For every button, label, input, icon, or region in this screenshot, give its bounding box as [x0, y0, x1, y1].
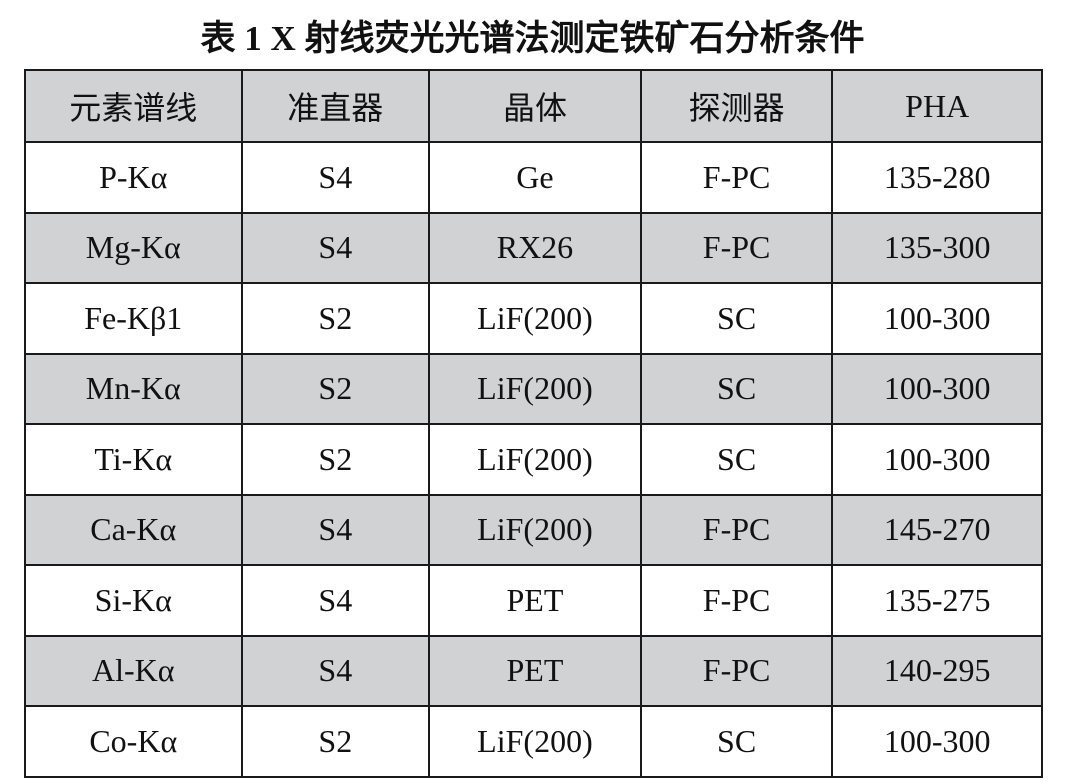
table-row: Co-Kα S2 LiF(200) SC 100-300	[24, 705, 1043, 778]
table-row: Fe-Kβ1 S2 LiF(200) SC 100-300	[24, 282, 1043, 355]
table-row: Si-Kα S4 PET F-PC 135-275	[24, 564, 1043, 637]
header-cell: 准直器	[240, 69, 431, 143]
table-cell: Mn-Kα	[24, 352, 243, 425]
table-cell: S2	[240, 423, 431, 496]
table-cell: LiF(200)	[428, 282, 642, 355]
table-cell: 100-300	[831, 423, 1043, 496]
table-cell: F-PC	[639, 211, 834, 284]
table-cell: 135-280	[831, 141, 1043, 214]
table-cell: Ti-Kα	[24, 423, 243, 496]
table-cell: LiF(200)	[428, 352, 642, 425]
table-row: Al-Kα S4 PET F-PC 140-295	[24, 634, 1043, 707]
table-cell: LiF(200)	[428, 705, 642, 778]
table-cell: S2	[240, 705, 431, 778]
table-row: Ti-Kα S2 LiF(200) SC 100-300	[24, 423, 1043, 496]
table-cell: S4	[240, 564, 431, 637]
header-cell: PHA	[831, 69, 1043, 143]
table-row: Mg-Kα S4 RX26 F-PC 135-300	[24, 211, 1043, 284]
header-cell: 探测器	[639, 69, 834, 143]
table-cell: P-Kα	[24, 141, 243, 214]
table-row: P-Kα S4 Ge F-PC 135-280	[24, 141, 1043, 214]
table-row: Ca-Kα S4 LiF(200) F-PC 145-270	[24, 493, 1043, 566]
table-cell: S4	[240, 493, 431, 566]
table-cell: LiF(200)	[428, 493, 642, 566]
table-cell: PET	[428, 634, 642, 707]
table-row: Mn-Kα S2 LiF(200) SC 100-300	[24, 352, 1043, 425]
table-cell: 100-300	[831, 705, 1043, 778]
table-cell: 100-300	[831, 352, 1043, 425]
table-cell: Co-Kα	[24, 705, 243, 778]
table-cell: Ca-Kα	[24, 493, 243, 566]
table-cell: S4	[240, 211, 431, 284]
table-cell: SC	[639, 282, 834, 355]
table-cell: SC	[639, 352, 834, 425]
header-cell: 晶体	[428, 69, 642, 143]
table-cell: SC	[639, 705, 834, 778]
table-cell: Mg-Kα	[24, 211, 243, 284]
analysis-conditions-table: 元素谱线 准直器 晶体 探测器 PHA P-Kα S4 Ge F-PC 135-280 M…	[24, 69, 1043, 778]
table-cell: S2	[240, 282, 431, 355]
table-cell: F-PC	[639, 493, 834, 566]
header-row: 元素谱线 准直器 晶体 探测器 PHA	[24, 69, 1043, 143]
table-cell: Si-Kα	[24, 564, 243, 637]
table-cell: 140-295	[831, 634, 1043, 707]
table-cell: Fe-Kβ1	[24, 282, 243, 355]
table-cell: PET	[428, 564, 642, 637]
table-cell: S4	[240, 141, 431, 214]
table-cell: LiF(200)	[428, 423, 642, 496]
table-cell: 135-300	[831, 211, 1043, 284]
table-cell: Al-Kα	[24, 634, 243, 707]
table-cell: Ge	[428, 141, 642, 214]
table-cell: S4	[240, 634, 431, 707]
table-cell: S2	[240, 352, 431, 425]
table-cell: 135-275	[831, 564, 1043, 637]
table-cell: F-PC	[639, 564, 834, 637]
table-cell: F-PC	[639, 634, 834, 707]
header-cell: 元素谱线	[24, 69, 243, 143]
table-title: 表 1 X 射线荧光光谱法测定铁矿石分析条件	[200, 19, 865, 58]
table-cell: 100-300	[831, 282, 1043, 355]
table-cell: SC	[639, 423, 834, 496]
table-cell: 145-270	[831, 493, 1043, 566]
table-cell: RX26	[428, 211, 642, 284]
table-cell: F-PC	[639, 141, 834, 214]
